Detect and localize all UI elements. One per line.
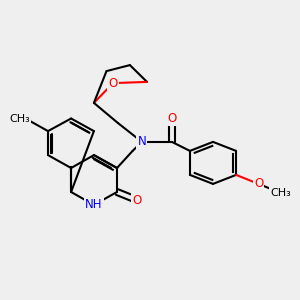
Text: O: O	[167, 112, 176, 125]
Text: O: O	[109, 76, 118, 90]
Text: O: O	[254, 177, 263, 190]
Text: CH₃: CH₃	[9, 113, 30, 124]
Text: O: O	[133, 194, 142, 207]
Text: NH: NH	[85, 198, 103, 212]
Text: N: N	[137, 135, 146, 148]
Text: CH₃: CH₃	[270, 188, 291, 198]
